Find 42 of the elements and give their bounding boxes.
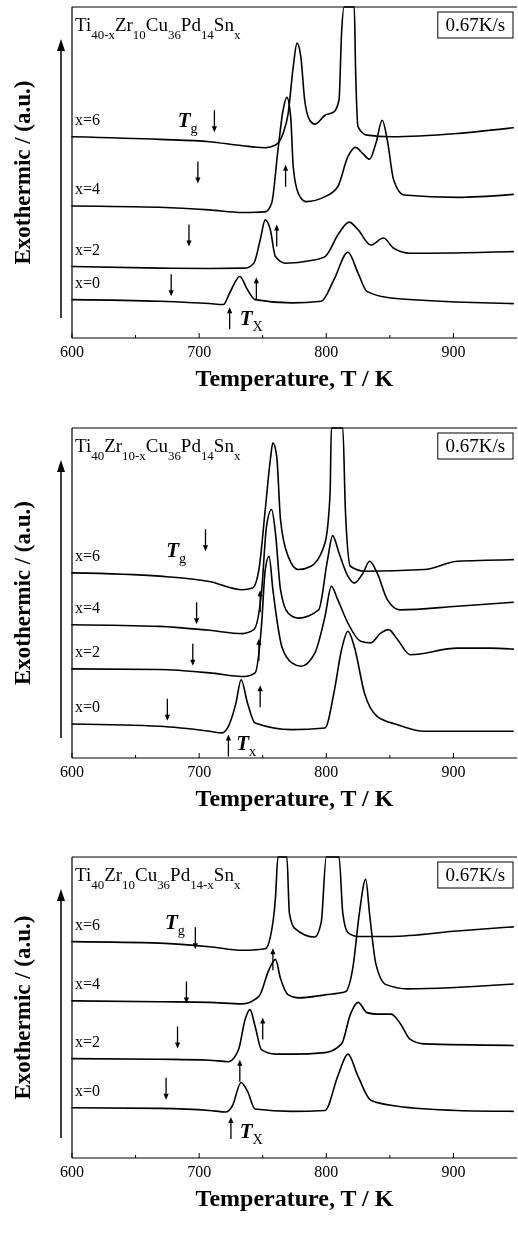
x-tick-label: 800 <box>314 763 339 780</box>
chart-title: Ti$_{40}$Zr$_{10}$Cu$_{36}$Pd$_{14-x}$Sn$_{x}$ <box>75 864 241 892</box>
x-tick-label: 900 <box>441 763 466 780</box>
annotation: T$_{g}$ <box>166 537 187 566</box>
x-axis-title: Temperature, T / K <box>195 785 394 811</box>
annotation: 0.67K/s <box>445 864 506 885</box>
annotation: T$_{X}$ <box>239 306 264 335</box>
series-label: x=0 <box>75 273 101 291</box>
series-label: x=2 <box>75 1032 101 1050</box>
x-tick-label: 900 <box>441 1163 466 1180</box>
series-label: x=2 <box>75 642 101 660</box>
y-axis-title: Exothermic / (a.u.) <box>10 501 35 685</box>
legend-label: x=6 <box>75 915 101 933</box>
x-tick-label: 600 <box>60 1163 84 1180</box>
series-label: x=6 <box>75 110 101 128</box>
x-tick-label: 900 <box>441 343 466 360</box>
series-label: x=6 <box>75 546 101 564</box>
annotation: T$_{g}$ <box>165 910 185 939</box>
x-tick-label: 700 <box>187 763 212 780</box>
annotation: T$_{g}$ <box>177 107 198 136</box>
x-axis-title: Temperature, T / K <box>195 365 394 391</box>
x-tick-label: 600 <box>60 763 84 780</box>
series-label: x=0 <box>75 698 101 716</box>
x-axis-title: Temperature, T / K <box>195 1185 394 1211</box>
series-label: x=2 <box>75 240 101 258</box>
x-tick-label: 700 <box>187 1163 212 1180</box>
chart-title: Ti$_{40}$Zr$_{10-x}$Cu$_{36}$Pd$_{14}$Sn$_{x}$ <box>75 435 241 463</box>
x-tick-label: 800 <box>314 1163 339 1180</box>
x-tick-label: 700 <box>187 343 212 360</box>
annotation: 0.67K/s <box>445 14 506 35</box>
annotation: T$_{X}$ <box>239 1118 264 1147</box>
y-axis-title: Exothermic / (a.u.) <box>10 80 35 265</box>
series-label: x=4 <box>75 974 101 992</box>
chart-title: Ti$_{40-x}$Zr$_{10}$Cu$_{36}$Pd$_{14}$Sn$_{x}$ <box>75 14 241 42</box>
x-tick-label: 600 <box>60 343 84 360</box>
series-label: x=0 <box>75 1081 101 1099</box>
annotation: T$_{x}$ <box>236 731 257 760</box>
x-tick-label: 800 <box>314 343 339 360</box>
series-label: x=4 <box>75 179 101 197</box>
annotation: 0.67K/s <box>445 435 506 456</box>
y-axis-title: Exothermic / (a.u.) <box>10 915 35 1100</box>
series-label: x=4 <box>75 598 101 616</box>
